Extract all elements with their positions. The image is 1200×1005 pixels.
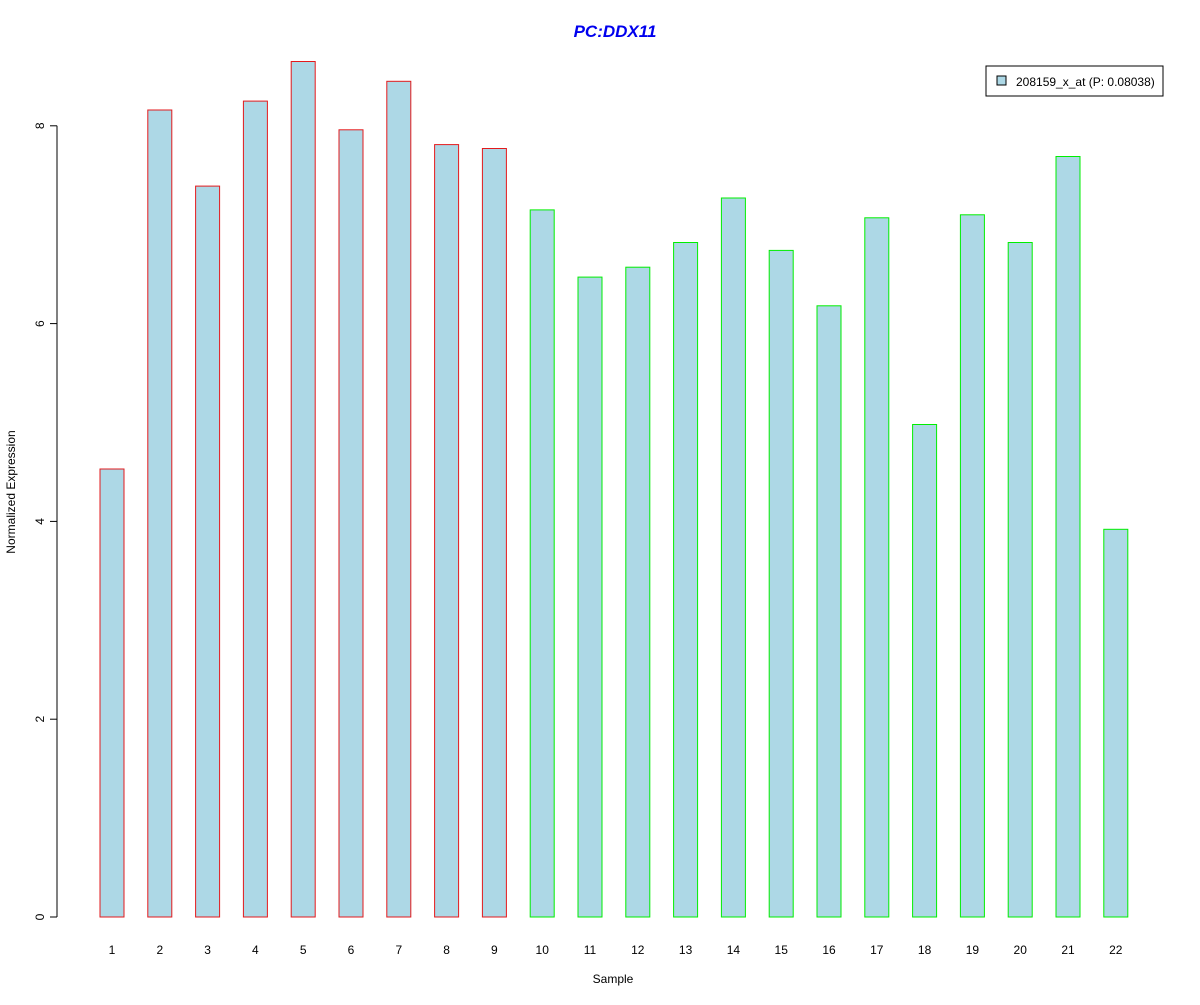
x-tick-label: 18 (918, 943, 932, 957)
x-tick-label: 2 (156, 943, 163, 957)
bar-sample-9 (481, 148, 507, 918)
x-tick-label: 4 (252, 943, 259, 957)
bar-sample-13 (673, 242, 699, 918)
x-tick-label: 22 (1109, 943, 1123, 957)
x-tick-labels: 1 2 3 4 5 6 7 8 9 10 11 12 13 14 15 16 17 18 19 20 21 22 (109, 943, 1123, 957)
x-tick-label: 17 (870, 943, 884, 957)
bar-sample-5 (290, 61, 316, 918)
x-tick-label: 7 (395, 943, 402, 957)
x-tick-label: 20 (1014, 943, 1028, 957)
y-tick-label: 0 (33, 913, 47, 920)
bar-sample-4 (242, 100, 268, 918)
bar-sample-19 (959, 214, 985, 918)
x-tick-label: 15 (775, 943, 789, 957)
bar-sample-10 (529, 209, 555, 918)
x-tick-label: 14 (727, 943, 741, 957)
bar-sample-6 (338, 129, 364, 918)
bars-group (99, 61, 1129, 918)
bar-sample-8 (434, 144, 460, 918)
bar-sample-7 (386, 80, 412, 918)
x-tick-label: 8 (443, 943, 450, 957)
bar-sample-14 (720, 197, 746, 918)
x-tick-label: 21 (1061, 943, 1075, 957)
x-tick-label: 1 (109, 943, 116, 957)
x-tick-label: 6 (348, 943, 355, 957)
y-axis: 0 2 4 6 8 (33, 122, 58, 920)
y-tick-label: 8 (33, 122, 47, 129)
y-tick-label: 2 (33, 716, 47, 723)
legend-label: 208159_x_at (P: 0.08038) (1016, 75, 1155, 89)
x-tick-label: 19 (966, 943, 980, 957)
legend-swatch (996, 75, 1007, 86)
y-axis-label: Normalized Expression (4, 430, 18, 553)
legend-box (985, 65, 1164, 97)
bar-sample-2 (147, 109, 173, 918)
x-axis-label: Sample (593, 972, 634, 986)
x-tick-label: 13 (679, 943, 693, 957)
bar-sample-22 (1103, 528, 1129, 918)
chart-title: PC:DDX11 (574, 22, 657, 41)
x-tick-label: 5 (300, 943, 307, 957)
x-tick-label: 3 (204, 943, 211, 957)
x-tick-label: 10 (536, 943, 550, 957)
bar-sample-18 (912, 424, 938, 918)
bar-sample-1 (99, 468, 125, 918)
bar-sample-3 (195, 185, 221, 918)
bar-sample-12 (625, 266, 651, 918)
bar-sample-15 (768, 249, 794, 918)
x-tick-label: 16 (822, 943, 836, 957)
x-tick-label: 12 (631, 943, 645, 957)
bar-sample-11 (577, 276, 603, 918)
bar-sample-16 (816, 305, 842, 918)
legend: 208159_x_at (P: 0.08038) (985, 65, 1164, 97)
y-tick-label: 6 (33, 320, 47, 327)
bar-sample-20 (1007, 242, 1033, 918)
y-tick-label: 4 (33, 518, 47, 525)
bar-sample-17 (864, 217, 890, 918)
bar-sample-21 (1055, 156, 1081, 918)
x-tick-label: 9 (491, 943, 498, 957)
x-tick-label: 11 (584, 943, 597, 957)
